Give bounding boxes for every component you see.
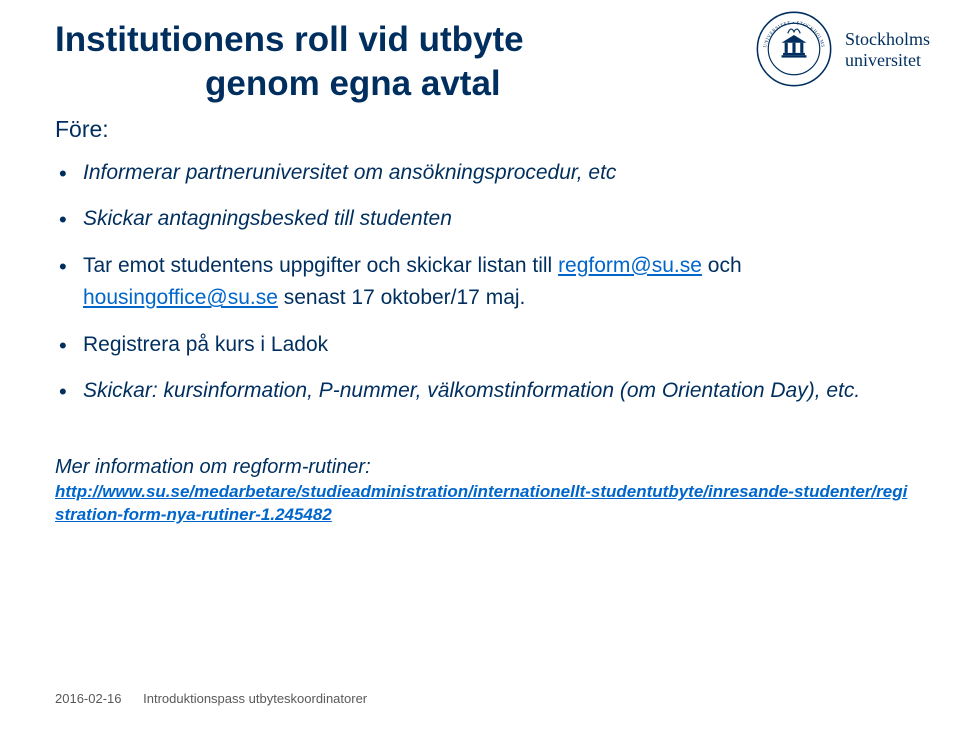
list-item: Skickar: kursinformation, P-nummer, välk… [55,375,910,408]
subheading: Före: [55,116,910,143]
logo-seal-icon: UNIVERSITET • STOCKHOLMS [755,10,833,88]
footer-date: 2016-02-16 [55,691,122,706]
list-item: Skickar antagningsbesked till studenten [55,203,910,236]
list-item-text: senast 17 oktober/17 maj. [278,286,525,309]
logo-text-line1: Stockholms [845,30,930,49]
title-line1: Institutionens roll vid utbyte [55,18,775,62]
list-item-text: Informerar partneruniversitet om ansökni… [83,161,616,184]
info-label: Mer information om regform-rutiner: [55,456,910,479]
email-link[interactable]: housingoffice@su.se [83,286,278,309]
list-item: Registrera på kurs i Ladok [55,329,910,362]
list-item-text: Tar emot studentens uppgifter och skicka… [83,254,558,277]
list-item-text: Registrera på kurs i Ladok [83,333,328,356]
page-title: Institutionens roll vid utbyte genom egn… [55,18,775,106]
footer: 2016-02-16 Introduktionspass utbyteskoor… [55,691,367,706]
list-item-text: och [702,254,742,277]
title-line2: genom egna avtal [55,62,775,106]
list-item: Informerar partneruniversitet om ansökni… [55,157,910,190]
list-item: Tar emot studentens uppgifter och skicka… [55,250,910,315]
info-block: Mer information om regform-rutiner: http… [55,456,910,527]
slide: UNIVERSITET • STOCKHOLMS Stockholms univ… [0,0,960,730]
email-link[interactable]: regform@su.se [558,254,702,277]
list-item-text: Skickar: kursinformation, P-nummer, välk… [83,379,860,402]
list-item-text: Skickar antagningsbesked till studenten [83,207,452,230]
bullet-list: Informerar partneruniversitet om ansökni… [55,157,910,408]
logo-text-line2: universitet [845,51,930,70]
university-logo: UNIVERSITET • STOCKHOLMS Stockholms univ… [750,10,930,88]
info-link[interactable]: http://www.su.se/medarbetare/studieadmin… [55,481,910,527]
footer-text: Introduktionspass utbyteskoordinatorer [143,691,367,706]
